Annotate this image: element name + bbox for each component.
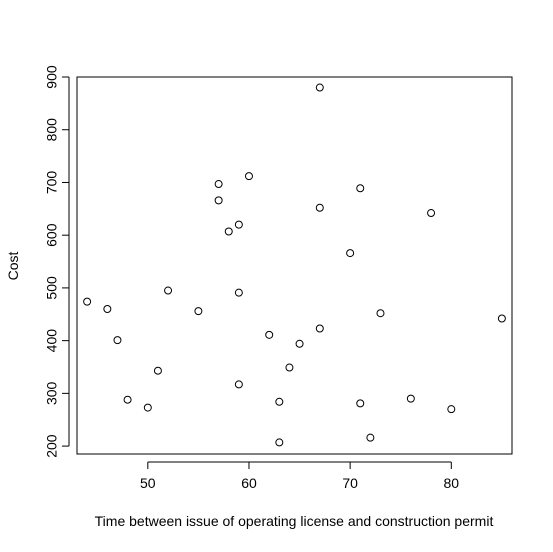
data-point-24 bbox=[356, 184, 365, 193]
data-point-10 bbox=[224, 227, 233, 236]
data-point-22 bbox=[315, 324, 324, 333]
y-tick-label-4: 600 bbox=[44, 223, 60, 247]
data-point-15 bbox=[265, 330, 274, 339]
data-point-21 bbox=[315, 203, 324, 212]
data-point-3 bbox=[123, 395, 132, 404]
x-tick-label-1: 60 bbox=[241, 475, 257, 491]
data-point-16 bbox=[275, 397, 284, 406]
x-tick-label-3: 80 bbox=[444, 475, 460, 491]
data-point-28 bbox=[406, 394, 415, 403]
data-point-30 bbox=[447, 405, 456, 414]
y-tick-label-3: 500 bbox=[44, 276, 60, 300]
y-tick-label-0: 200 bbox=[44, 434, 60, 458]
data-point-8 bbox=[214, 180, 223, 189]
data-point-6 bbox=[164, 286, 173, 295]
data-point-13 bbox=[234, 380, 243, 389]
data-point-5 bbox=[153, 366, 162, 375]
data-point-17 bbox=[275, 438, 284, 447]
data-point-14 bbox=[244, 172, 253, 181]
data-point-0 bbox=[83, 297, 92, 306]
y-axis: 200 300 400 500 600 700 800 900 bbox=[44, 65, 70, 458]
x-axis: 50 60 70 80 bbox=[140, 461, 460, 491]
data-point-9 bbox=[214, 196, 223, 205]
data-point-31 bbox=[497, 314, 506, 323]
y-tick-label-2: 400 bbox=[44, 329, 60, 353]
data-point-7 bbox=[194, 307, 203, 316]
y-tick-label-7: 900 bbox=[44, 65, 60, 89]
y-tick-label-6: 800 bbox=[44, 118, 60, 142]
data-points-layer bbox=[83, 83, 506, 447]
data-point-4 bbox=[143, 403, 152, 412]
data-point-29 bbox=[427, 209, 436, 218]
data-point-23 bbox=[346, 249, 355, 258]
data-point-25 bbox=[356, 399, 365, 408]
data-point-11 bbox=[234, 220, 243, 229]
data-point-19 bbox=[295, 339, 304, 348]
data-point-12 bbox=[234, 288, 243, 297]
x-tick-label-0: 50 bbox=[140, 475, 156, 491]
data-point-2 bbox=[113, 336, 122, 345]
data-point-1 bbox=[103, 305, 112, 313]
x-tick-label-2: 70 bbox=[342, 475, 358, 491]
y-axis-title: Cost bbox=[5, 252, 21, 281]
y-tick-label-5: 700 bbox=[44, 171, 60, 195]
x-axis-title: Time between issue of operating license … bbox=[95, 513, 494, 529]
plot-area-frame bbox=[76, 76, 513, 455]
data-point-18 bbox=[285, 363, 294, 372]
y-tick-label-1: 300 bbox=[44, 381, 60, 405]
data-point-20 bbox=[315, 83, 324, 92]
data-point-27 bbox=[376, 309, 385, 318]
data-point-26 bbox=[366, 433, 375, 442]
